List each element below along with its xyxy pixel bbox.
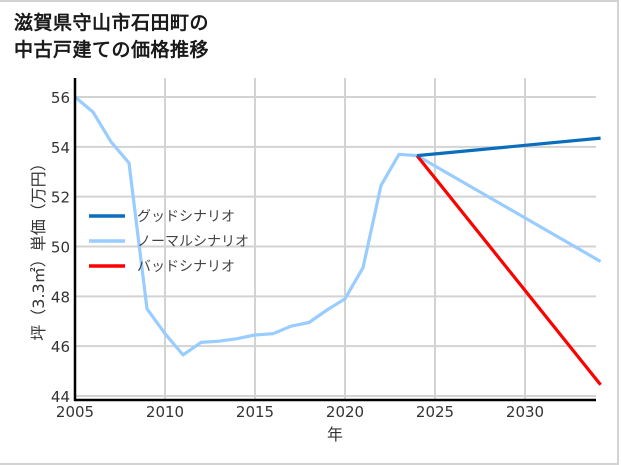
chart-title: 滋賀県守山市石田町の 中古戸建ての価格推移 bbox=[14, 10, 209, 64]
legend-label: グッドシナリオ bbox=[137, 209, 235, 225]
chart-title-line-2: 中古戸建ての価格推移 bbox=[14, 39, 210, 61]
x-axis-label: 年 bbox=[327, 425, 343, 444]
axes bbox=[73, 78, 596, 402]
y-tick-label: 50 bbox=[51, 239, 70, 257]
series-line bbox=[415, 154, 602, 386]
data-series bbox=[73, 95, 602, 386]
y-tick-label: 54 bbox=[51, 139, 70, 157]
x-tick-label: 2020 bbox=[326, 403, 364, 421]
series-line bbox=[73, 95, 602, 357]
y-tick-label: 52 bbox=[51, 189, 70, 207]
legend-label: ノーマルシナリオ bbox=[137, 234, 249, 250]
legend-label: バッドシナリオ bbox=[137, 259, 235, 275]
y-tick-label: 46 bbox=[51, 338, 70, 356]
series-line bbox=[416, 136, 601, 158]
y-tick-label: 48 bbox=[51, 288, 70, 306]
y-tick-label: 56 bbox=[51, 89, 70, 107]
y-tick-label: 44 bbox=[51, 388, 70, 406]
tick-labels: 44 46 48 50 52 54 56 2005 2010 2015 2020 2025 2030 bbox=[51, 89, 544, 421]
x-tick-label: 2005 bbox=[56, 403, 94, 421]
x-tick-label: 2015 bbox=[236, 403, 274, 421]
y-axis-label: 坪（3.3㎡）単価（万円） bbox=[29, 155, 48, 340]
grid-lines bbox=[74, 78, 596, 400]
chart-title-line-1: 滋賀県守山市石田町の bbox=[14, 12, 210, 34]
x-tick-label: 2010 bbox=[146, 403, 184, 421]
x-tick-label: 2030 bbox=[506, 403, 544, 421]
x-tick-label: 2025 bbox=[416, 403, 454, 421]
